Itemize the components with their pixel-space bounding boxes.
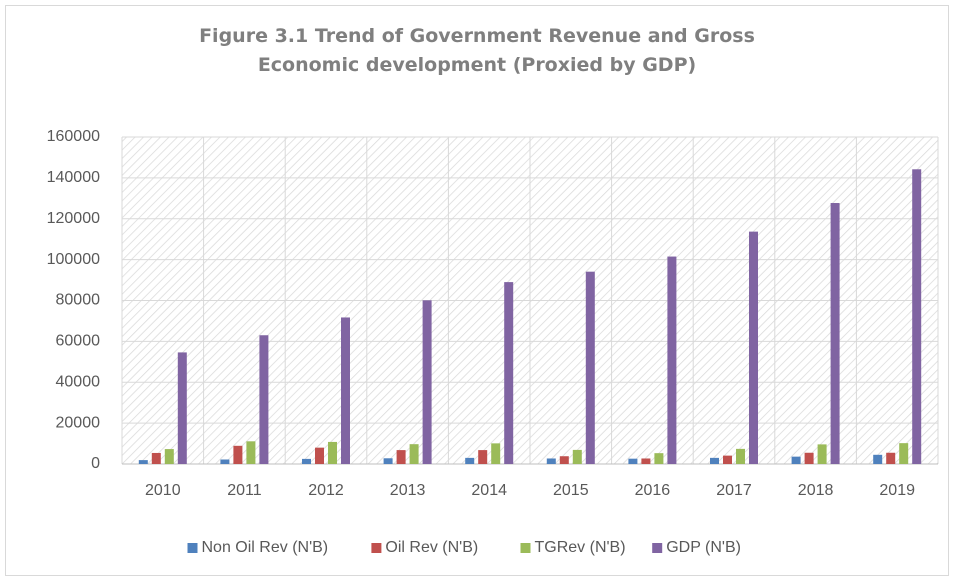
bar: [749, 231, 758, 464]
x-tick-label: 2012: [308, 482, 344, 499]
bar: [546, 458, 556, 464]
bar: [164, 449, 174, 464]
y-tick-label: 20000: [56, 414, 101, 431]
bar: [396, 450, 406, 464]
x-tick-label: 2010: [145, 482, 181, 499]
bar: [465, 457, 475, 464]
bar: [220, 459, 230, 464]
bar: [899, 443, 909, 464]
bar: [409, 444, 419, 464]
bar: [585, 271, 595, 464]
bar: [341, 317, 350, 464]
bar: [259, 335, 269, 464]
chart-title: Figure 3.1 Trend of Government Revenue a…: [199, 25, 755, 76]
y-tick-label: 100000: [47, 251, 100, 268]
y-tick-label: 40000: [56, 373, 101, 390]
legend-swatch: [187, 543, 198, 553]
legend-label: Non Oil Rev (N'B): [202, 539, 329, 556]
y-tick-label: 160000: [47, 128, 100, 145]
bar: [654, 453, 664, 464]
x-tick-label: 2014: [471, 482, 507, 499]
y-tick-label: 0: [91, 455, 100, 472]
bar: [710, 457, 719, 464]
bar: [233, 445, 243, 464]
bar: [302, 458, 311, 464]
bar: [315, 447, 324, 464]
y-tick-label: 140000: [47, 169, 100, 186]
bar: [886, 452, 896, 464]
bar: [559, 456, 569, 464]
bar: [641, 458, 651, 464]
bar: [723, 455, 732, 464]
x-tick-label: 2016: [635, 482, 671, 499]
legend-label: GDP (N'B): [666, 539, 741, 556]
bar: [383, 458, 393, 464]
bar: [177, 352, 187, 464]
x-tick-label: 2015: [553, 482, 589, 499]
bar: [912, 169, 922, 464]
bar: [830, 203, 840, 464]
y-tick-label: 120000: [47, 210, 100, 227]
bar: [873, 454, 883, 464]
bar: [504, 282, 514, 464]
bar: [491, 443, 501, 464]
legend-label: TGRev (N'B): [535, 539, 626, 556]
bar: [328, 441, 337, 464]
x-tick-label: 2013: [390, 482, 426, 499]
y-tick-label: 80000: [56, 292, 101, 309]
bar: [572, 449, 582, 464]
legend-swatch: [371, 543, 382, 553]
x-tick-label: 2017: [716, 482, 752, 499]
bar: [151, 452, 161, 464]
legend-swatch: [652, 543, 663, 553]
bar: [791, 456, 801, 464]
x-tick-label: 2018: [798, 482, 834, 499]
bar: [478, 450, 488, 464]
legend-swatch: [520, 543, 531, 553]
bar: [138, 460, 148, 464]
bar: [804, 452, 814, 464]
bar: [628, 458, 638, 464]
x-tick-label: 2011: [227, 482, 262, 499]
legend-label: Oil Rev (N'B): [385, 539, 478, 556]
bar: [422, 300, 432, 464]
bar: [817, 444, 827, 464]
bar: [736, 448, 745, 464]
y-tick-label: 60000: [56, 333, 101, 350]
bar: [246, 441, 256, 464]
bar: [667, 256, 677, 464]
x-tick-label: 2019: [879, 482, 915, 499]
